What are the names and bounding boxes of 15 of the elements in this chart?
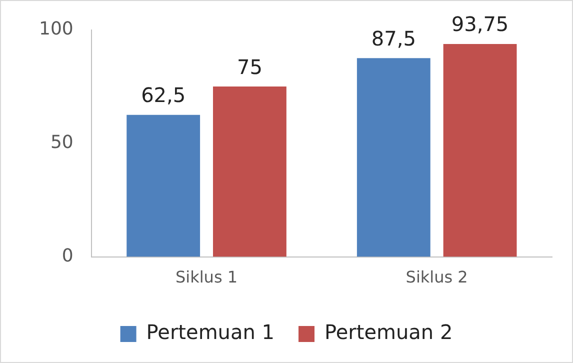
data-label: 93,75: [451, 12, 509, 36]
data-label: 62,5: [141, 83, 186, 108]
data-label: 87,5: [371, 26, 416, 50]
y-tick-label: 50: [50, 132, 74, 153]
bar: [126, 114, 200, 257]
x-tick-label: Siklus 2: [406, 268, 468, 287]
x-tick-label: Siklus 1: [175, 268, 238, 287]
y-tick-label: 100: [38, 18, 74, 40]
data-label: 75: [236, 54, 262, 79]
legend-label: Pertemuan 2: [324, 320, 453, 344]
bar: [212, 86, 286, 257]
legend-label: Pertemuan 1: [146, 320, 275, 344]
bar: [356, 58, 430, 257]
bar: [443, 44, 517, 257]
y-tick-label: 0: [62, 245, 74, 266]
